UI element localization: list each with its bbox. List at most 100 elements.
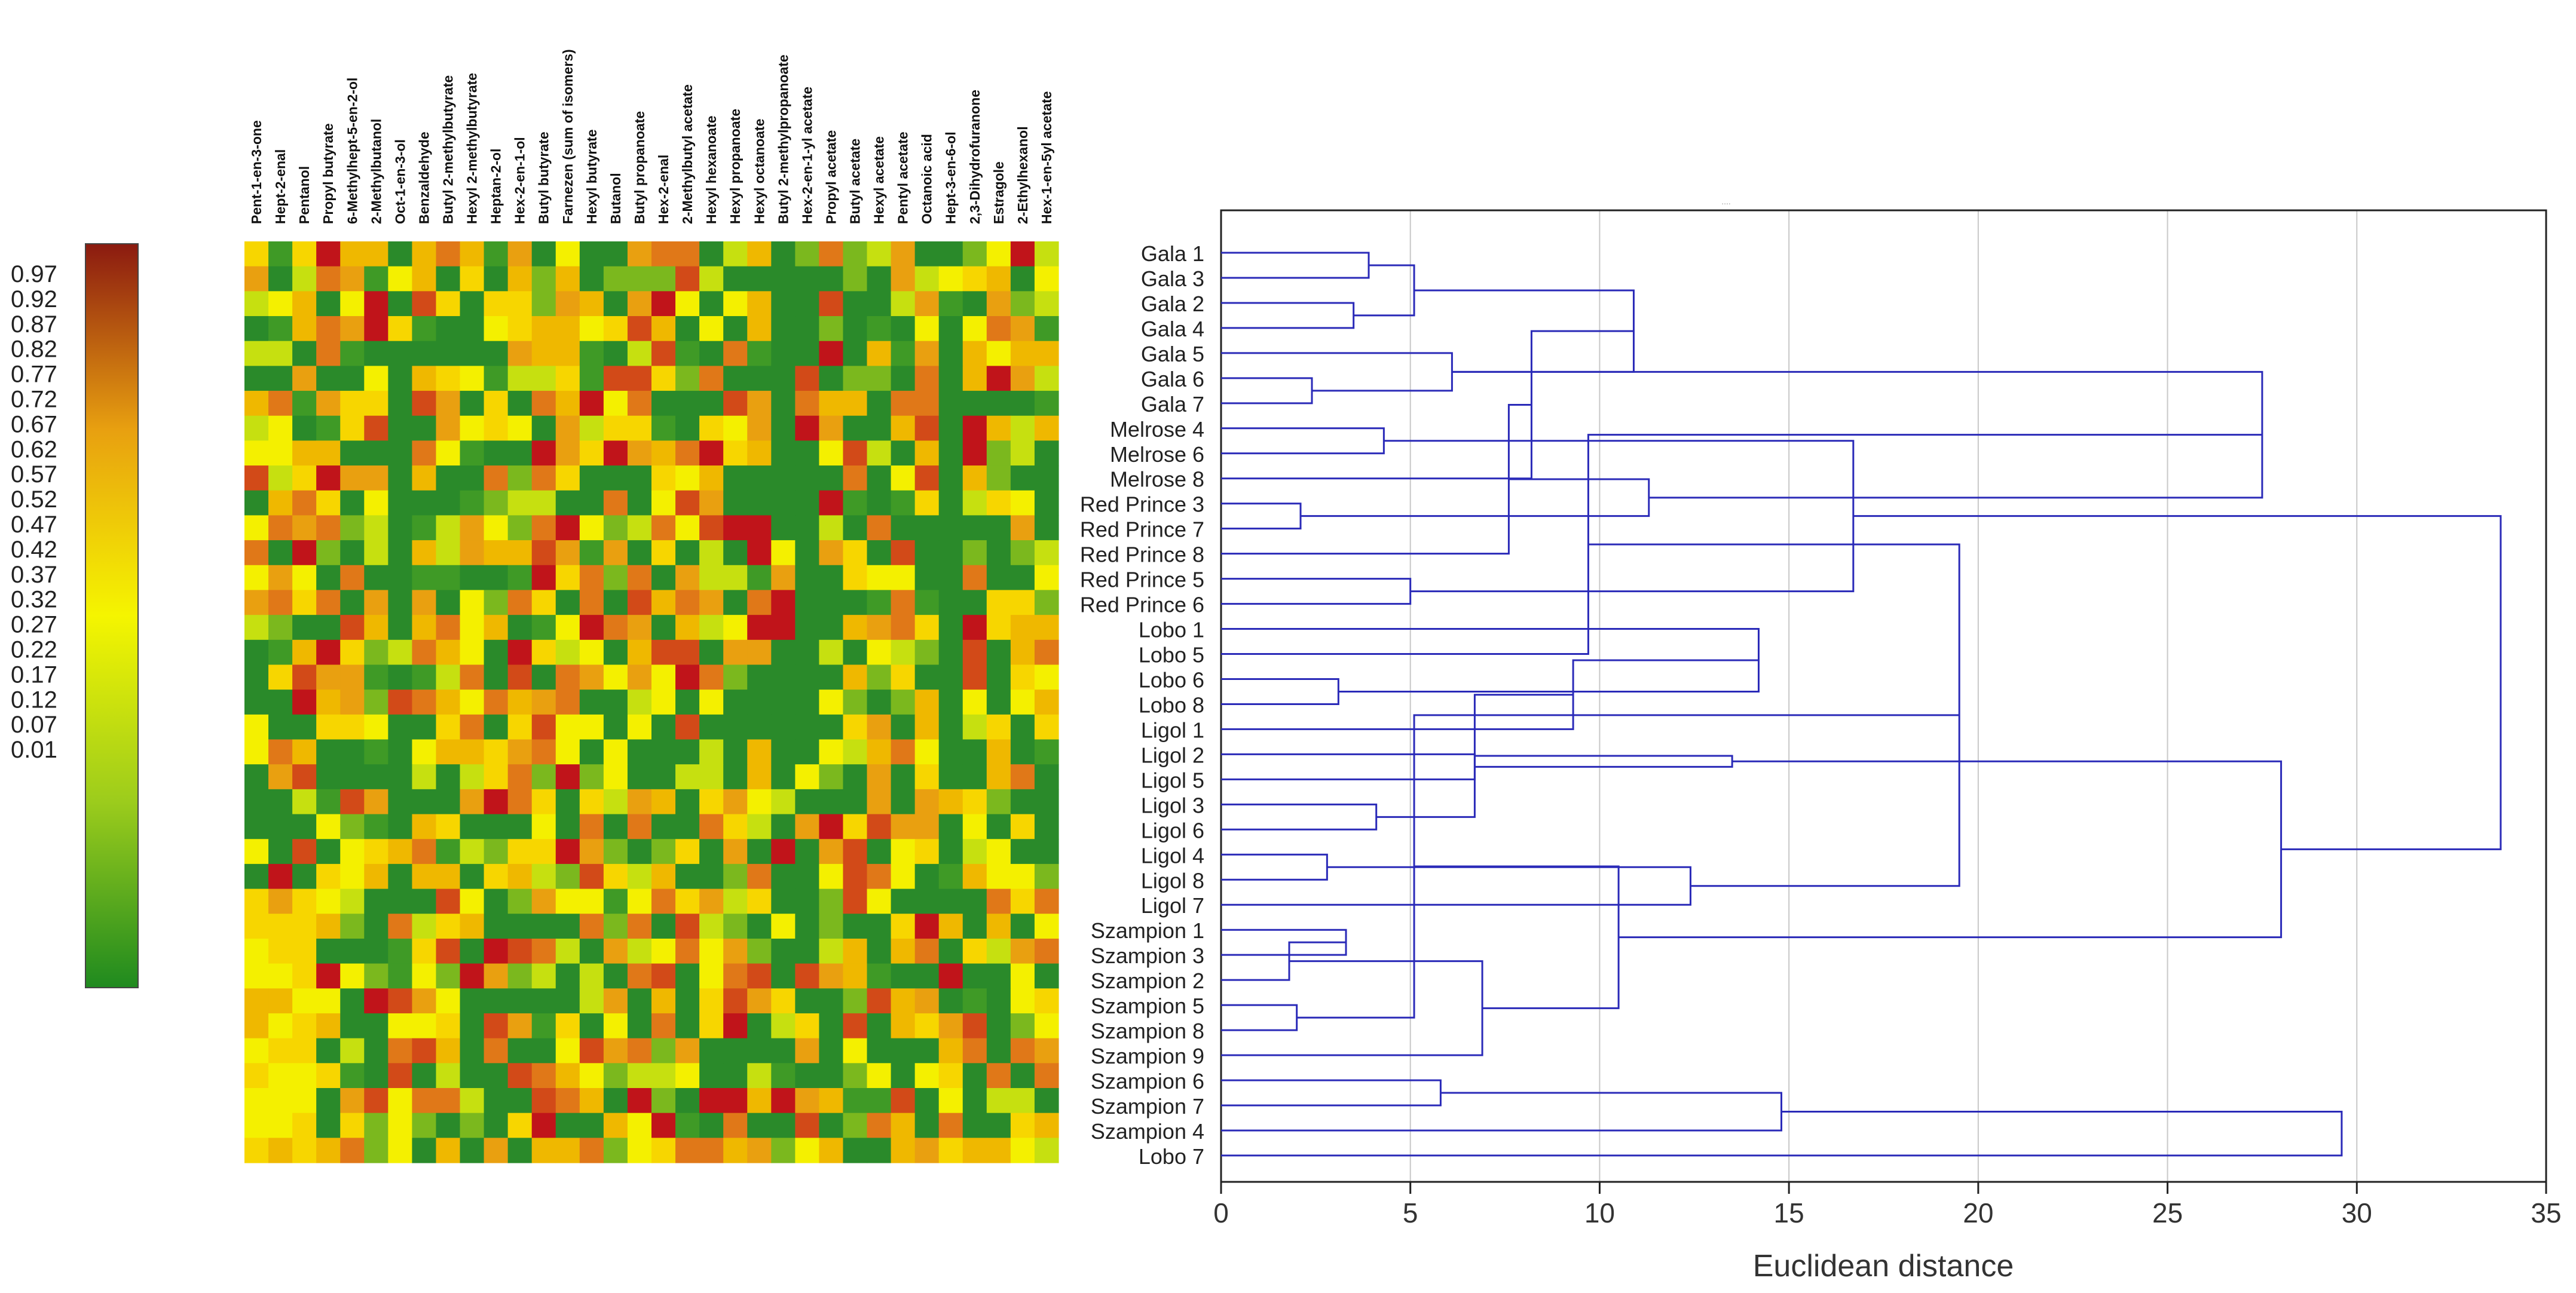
- heatmap-cell: [723, 590, 748, 615]
- heatmap-cell: [268, 540, 293, 566]
- heatmap-cell: [771, 291, 796, 317]
- heatmap-cell: [723, 465, 748, 491]
- heatmap-cell: [627, 366, 652, 391]
- heatmap-cell: [699, 291, 724, 317]
- heatmap-cell: [651, 291, 676, 317]
- heatmap-cell: [436, 1138, 461, 1163]
- heatmap-cell: [388, 1138, 413, 1163]
- heatmap-cell: [436, 1063, 461, 1089]
- heatmap-cell: [891, 739, 916, 765]
- color-scale-tick: 0.27: [11, 612, 57, 638]
- heatmap-cell: [340, 1138, 365, 1163]
- heatmap-cell: [579, 1113, 604, 1138]
- heatmap-cell: [986, 1013, 1011, 1039]
- heatmap-cell: [507, 465, 533, 491]
- heatmap-cell: [340, 639, 365, 666]
- heatmap-cell: [579, 291, 604, 317]
- heatmap-cell: [412, 465, 437, 491]
- heatmap-cell: [675, 1063, 700, 1089]
- heatmap-cell: [436, 615, 461, 641]
- heatmap-cell: [771, 988, 796, 1014]
- heatmap-cell: [412, 690, 437, 715]
- heatmap-cell: [1010, 863, 1035, 890]
- heatmap-cell: [316, 914, 341, 939]
- heatmap-cell: [244, 839, 269, 865]
- heatmap-cell: [843, 615, 868, 641]
- heatmap-cell: [891, 490, 916, 516]
- heatmap-cell: [986, 1138, 1011, 1163]
- heatmap-cell: [938, 341, 963, 366]
- heatmap-cell: [603, 690, 628, 715]
- heatmap-cell: [819, 1063, 844, 1089]
- heatmap-cell: [1010, 1138, 1035, 1163]
- heatmap-cell: [819, 1038, 844, 1064]
- heatmap-cell: [244, 1087, 269, 1114]
- heatmap-cell: [1010, 391, 1035, 416]
- heatmap-cell: [244, 391, 269, 416]
- heatmap-cell: [891, 515, 916, 541]
- heatmap-cell: [555, 664, 580, 690]
- dendrogram-link: [1221, 659, 1759, 730]
- dendrogram-link: [1221, 578, 1412, 605]
- heatmap-cell: [555, 590, 580, 615]
- heatmap-cell: [603, 988, 628, 1014]
- heatmap-cell: [484, 590, 509, 615]
- heatmap-cell: [1034, 1138, 1059, 1163]
- heatmap-cell: [316, 714, 341, 740]
- heatmap-cell: [340, 764, 365, 790]
- heatmap-cell: [627, 1038, 652, 1064]
- heatmap-cell: [675, 690, 700, 715]
- heatmap-cell: [412, 1063, 437, 1089]
- heatmap-cell: [891, 714, 916, 740]
- heatmap-cell: [507, 764, 533, 790]
- heatmap-cell: [723, 789, 748, 815]
- color-scale-tick: 0.01: [11, 737, 57, 763]
- dendrogram-link: [1588, 543, 1960, 887]
- heatmap-cell: [867, 490, 892, 516]
- color-scale-tick: 0.72: [11, 387, 57, 413]
- dendrogram-link: [1221, 960, 1483, 1056]
- heatmap-cell: [1010, 664, 1035, 690]
- heatmap-cell: [938, 814, 963, 839]
- heatmap-cell: [555, 515, 580, 541]
- heatmap-cell: [675, 565, 700, 591]
- x-tick-label: 30: [2342, 1197, 2372, 1228]
- heatmap-cell: [914, 1063, 940, 1089]
- heatmap-cell: [843, 1038, 868, 1064]
- heatmap-cell: [364, 515, 388, 541]
- color-scale-ticks: 0.970.920.870.820.770.720.670.620.570.52…: [11, 261, 57, 763]
- heatmap-cell: [316, 863, 341, 890]
- heatmap-cell: [244, 664, 269, 690]
- heatmap-cell: [747, 540, 772, 566]
- heatmap-cell: [531, 963, 556, 989]
- heatmap-cell: [723, 615, 748, 641]
- heatmap-column-label: Hex-2-enal: [656, 155, 671, 224]
- heatmap-cell: [460, 341, 485, 366]
- heatmap-cell: [1010, 316, 1035, 342]
- heatmap-cell: [675, 664, 700, 690]
- heatmap-cell: [891, 415, 916, 442]
- heatmap-cell: [986, 341, 1011, 366]
- heatmap-cell: [938, 963, 963, 989]
- heatmap-cell: [579, 1013, 604, 1039]
- heatmap-cell: [795, 739, 820, 765]
- heatmap-cell: [891, 341, 916, 366]
- heatmap-cell: [436, 690, 461, 715]
- heatmap-cell: [867, 988, 892, 1014]
- heatmap-cell: [579, 938, 604, 964]
- heatmap-cell: [747, 266, 772, 292]
- heatmap-cell: [603, 863, 628, 890]
- heatmap-cell: [795, 1138, 820, 1163]
- heatmap-cell: [340, 988, 365, 1014]
- heatmap-cell: [962, 863, 987, 890]
- heatmap-cell: [938, 515, 963, 541]
- heatmap-cell: [603, 739, 628, 765]
- heatmap-column-labels: Pent-1-en-3-one Hept-2-enal Pentanol Propyl…: [249, 49, 1054, 224]
- heatmap-cell: [747, 914, 772, 939]
- heatmap-cell: [651, 515, 676, 541]
- heatmap-cell: [340, 938, 365, 964]
- heatmap-cell: [436, 888, 461, 914]
- heatmap-cell: [938, 1038, 963, 1064]
- heatmap-cell: [843, 1138, 868, 1163]
- heatmap-cell: [555, 963, 580, 989]
